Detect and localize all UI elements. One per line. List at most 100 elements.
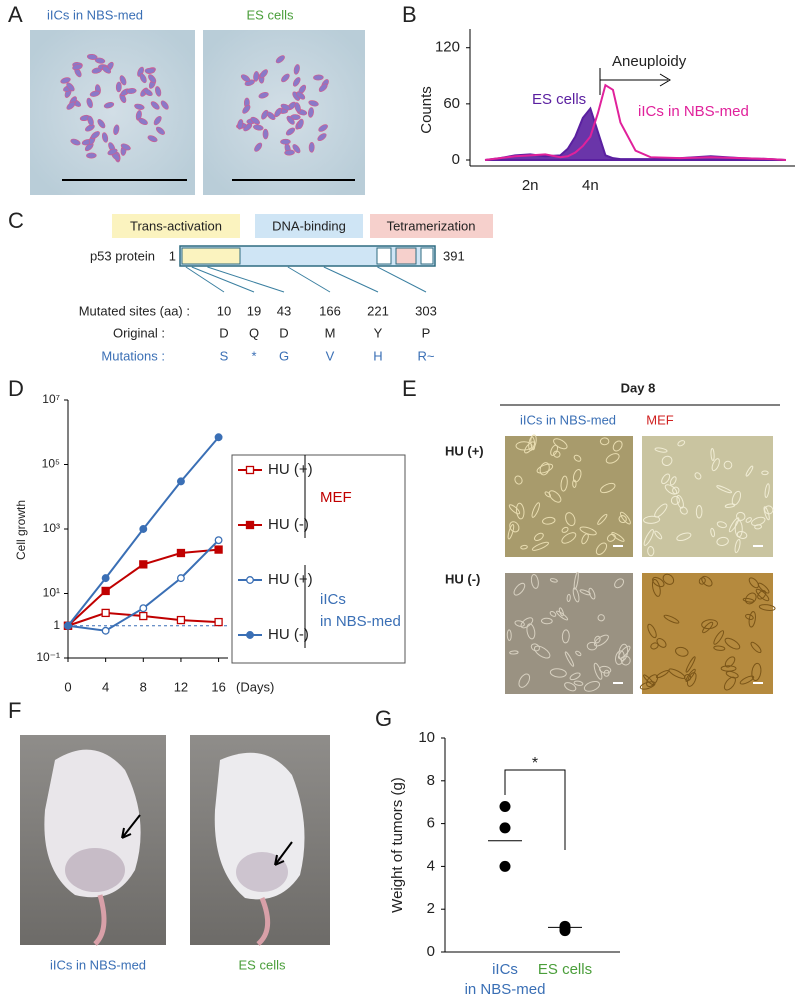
marker bbox=[214, 433, 223, 442]
chromosome bbox=[103, 102, 115, 109]
cell bbox=[573, 571, 579, 590]
cell bbox=[764, 483, 770, 498]
marker bbox=[176, 574, 185, 583]
cell bbox=[583, 680, 601, 692]
histogram-trace bbox=[484, 83, 787, 161]
chromosome bbox=[259, 69, 268, 79]
micrograph bbox=[505, 436, 633, 557]
cell bbox=[595, 542, 608, 555]
cell bbox=[725, 670, 739, 679]
marker bbox=[214, 545, 223, 554]
point bbox=[499, 822, 511, 834]
marker bbox=[139, 525, 148, 533]
cell bbox=[572, 587, 580, 603]
chromosome bbox=[101, 65, 112, 74]
x-axis-label: (Days) bbox=[236, 679, 274, 694]
chromosome bbox=[281, 73, 290, 83]
cell bbox=[695, 505, 703, 519]
cell bbox=[724, 656, 736, 668]
y-tick-label: 10³ bbox=[43, 521, 60, 535]
cell bbox=[524, 441, 536, 454]
cell bbox=[668, 668, 686, 679]
micrograph bbox=[642, 436, 773, 557]
x-tick-label: 12 bbox=[174, 679, 188, 694]
cell bbox=[643, 515, 661, 524]
tail bbox=[93, 894, 107, 946]
legend-marker bbox=[246, 631, 254, 639]
cell bbox=[530, 643, 540, 652]
cell bbox=[757, 590, 767, 600]
cell bbox=[515, 502, 525, 520]
cell bbox=[515, 441, 533, 451]
chromosome bbox=[119, 75, 127, 86]
chromosome bbox=[292, 144, 301, 154]
cell bbox=[508, 504, 521, 515]
x-tick-label: iICs bbox=[492, 961, 518, 978]
cell bbox=[569, 672, 581, 681]
cell bbox=[676, 494, 684, 509]
site: 303 bbox=[415, 303, 437, 318]
original-residue: P bbox=[422, 325, 431, 340]
chromosome bbox=[274, 107, 282, 118]
chromosome bbox=[284, 149, 295, 156]
legend-label: HU (+) bbox=[268, 461, 313, 478]
point bbox=[499, 860, 511, 872]
cell bbox=[561, 526, 569, 533]
chromosome bbox=[297, 118, 304, 130]
x-tick-label: 8 bbox=[140, 679, 147, 694]
chromosome bbox=[296, 91, 306, 100]
series-label: iICs in NBS-med bbox=[638, 103, 749, 120]
mutant-residue: S bbox=[220, 348, 229, 363]
legend-label: HU (+) bbox=[268, 571, 313, 588]
chromosome bbox=[138, 117, 148, 126]
chromosome bbox=[115, 81, 122, 93]
cell bbox=[651, 578, 661, 597]
cell bbox=[588, 587, 596, 600]
x-tick-label: 16 bbox=[211, 679, 225, 694]
y-tick-label: 8 bbox=[427, 772, 435, 789]
domain bbox=[420, 247, 434, 265]
cell bbox=[593, 634, 609, 647]
cell bbox=[573, 680, 584, 686]
chromosome bbox=[313, 74, 324, 81]
domain-label: DNA-binding bbox=[272, 218, 346, 233]
chromosome bbox=[87, 115, 94, 127]
y-tick-label: 10⁷ bbox=[42, 392, 60, 406]
marker bbox=[214, 536, 223, 545]
cell bbox=[572, 479, 577, 488]
cell bbox=[513, 582, 526, 596]
protein-name: p53 protein bbox=[90, 248, 155, 263]
chromosome bbox=[148, 74, 157, 84]
chromosome bbox=[308, 107, 314, 118]
cell bbox=[600, 482, 616, 494]
column-label: iICs in NBS-med bbox=[520, 412, 616, 427]
cell bbox=[675, 646, 689, 657]
chromosome bbox=[280, 103, 291, 111]
site-connector bbox=[207, 266, 285, 293]
domain bbox=[395, 247, 417, 265]
cell bbox=[672, 486, 680, 495]
chromosome bbox=[66, 82, 75, 92]
tail bbox=[256, 897, 271, 946]
cell bbox=[758, 604, 776, 611]
chromosome bbox=[258, 92, 269, 99]
cell bbox=[663, 614, 680, 624]
chromosome bbox=[86, 53, 98, 60]
cell bbox=[572, 469, 582, 483]
arrow bbox=[274, 841, 293, 866]
y-tick-label: 120 bbox=[435, 39, 460, 56]
chromosome bbox=[292, 77, 301, 87]
cell bbox=[661, 455, 673, 466]
cell bbox=[550, 444, 559, 456]
x-tick-label: in NBS-med bbox=[465, 981, 546, 996]
y-tick-label: 10⁻¹ bbox=[36, 650, 60, 664]
chromosome bbox=[126, 88, 137, 94]
chromosome bbox=[139, 73, 147, 84]
chromosome bbox=[70, 138, 81, 146]
chromosome bbox=[308, 100, 319, 107]
chromosome bbox=[153, 115, 162, 126]
panel-letter: D bbox=[8, 376, 24, 401]
x-tick-label: 0 bbox=[64, 679, 71, 694]
chromosome bbox=[97, 119, 106, 129]
y-tick-label: 10¹ bbox=[43, 586, 60, 600]
